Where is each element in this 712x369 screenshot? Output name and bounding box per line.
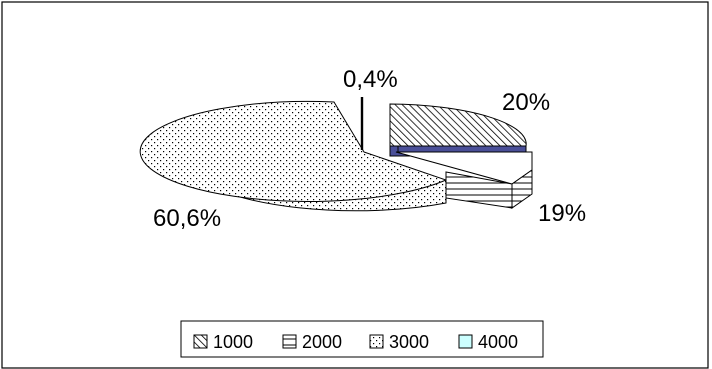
legend-label-2000: 2000 [302,332,342,352]
data-label-1000: 20% [502,89,550,116]
data-label-4000: 0,4% [343,66,398,93]
legend-swatch-3000 [369,334,384,349]
slice-2000-end [511,169,533,209]
legend-swatch-4000 [458,334,473,349]
legend-label-1000: 1000 [213,332,253,352]
slice-1000-top [389,103,527,147]
legend-swatch-1000 [193,334,208,349]
data-label-3000: 60,6% [153,205,221,232]
slice-3000 [139,100,448,212]
legend-label-3000: 3000 [389,332,429,352]
data-label-2000: 19% [538,200,586,227]
legend-label-4000: 4000 [478,332,518,352]
legend-box [180,320,544,358]
slice-3000-top [139,100,448,202]
legend: 1000 2000 3000 4000 [180,320,544,358]
slice-2000 [395,145,533,209]
legend-swatch-2000 [282,334,297,349]
